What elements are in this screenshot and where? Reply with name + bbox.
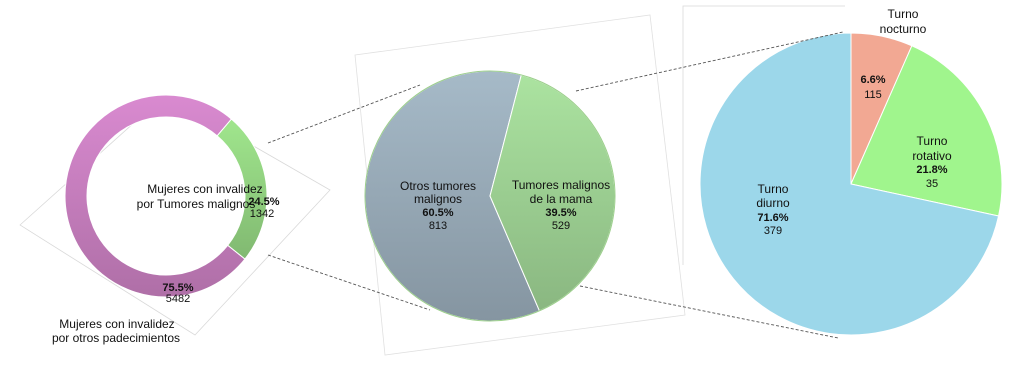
connector-line xyxy=(267,254,431,311)
donut-value-tumores: 1342 xyxy=(250,208,274,220)
pie-percent-diurno: 71.6% xyxy=(757,212,788,224)
pie-value-otros: 813 xyxy=(429,220,447,232)
pie-value-nocturno: 115 xyxy=(864,89,882,101)
pie-label-rotativo-line2: rotativo xyxy=(912,149,952,163)
donut-slice-otros-padecimientos xyxy=(64,94,246,298)
pie-value-rotativo: 35 xyxy=(926,178,938,190)
pie-label-diurno-line1: Turno xyxy=(758,182,789,196)
donut-percent-tumores: 24.5% xyxy=(248,196,279,208)
pie-value-mama: 529 xyxy=(552,220,570,232)
connector-line xyxy=(575,31,844,92)
chart-frame xyxy=(19,94,331,336)
pie-slice-turno-rotativo xyxy=(850,45,1003,217)
connector-line xyxy=(579,285,839,339)
donut-slice-tumores-malignos xyxy=(216,118,268,260)
pie-label-nocturno-line2: nocturno xyxy=(880,22,927,36)
pie-value-diurno: 379 xyxy=(764,225,782,237)
pie-percent-mama: 39.5% xyxy=(545,207,576,219)
pie-slice-turno-diurno xyxy=(699,32,1000,336)
pie-label-diurno-line2: diurno xyxy=(756,196,790,210)
pie-label-rotativo-line1: Turno xyxy=(917,134,948,148)
pie-label-nocturno-line1: Turno xyxy=(888,7,919,21)
pie-percent-nocturno: 6.6% xyxy=(860,74,885,86)
donut-label-tumores-line2: por Tumores malignos xyxy=(137,197,256,211)
pie-percent-otros: 60.5% xyxy=(422,207,453,219)
pie-outline xyxy=(364,70,616,322)
chart-frame xyxy=(354,14,686,356)
donut-label-otros-line2: por otros padecimientos xyxy=(52,331,180,345)
pie-percent-rotativo: 21.8% xyxy=(916,164,947,176)
donut-percent-otros: 75.5% xyxy=(162,282,193,294)
donut-value-otros: 5482 xyxy=(166,293,190,305)
donut-label-otros-line1: Mujeres con invalidez xyxy=(59,317,174,331)
pie-label-otros-line2: malignos xyxy=(414,192,462,206)
connector-line xyxy=(267,84,421,144)
chart-frame xyxy=(682,5,845,265)
pie-label-otros-line1: Otros tumores xyxy=(400,179,476,193)
pie-label-mama-line1: Tumores malignos xyxy=(512,178,610,192)
pie-label-mama-line2: de la mama xyxy=(530,192,593,206)
donut-label-tumores-line1: Mujeres con invalidez xyxy=(147,182,262,196)
